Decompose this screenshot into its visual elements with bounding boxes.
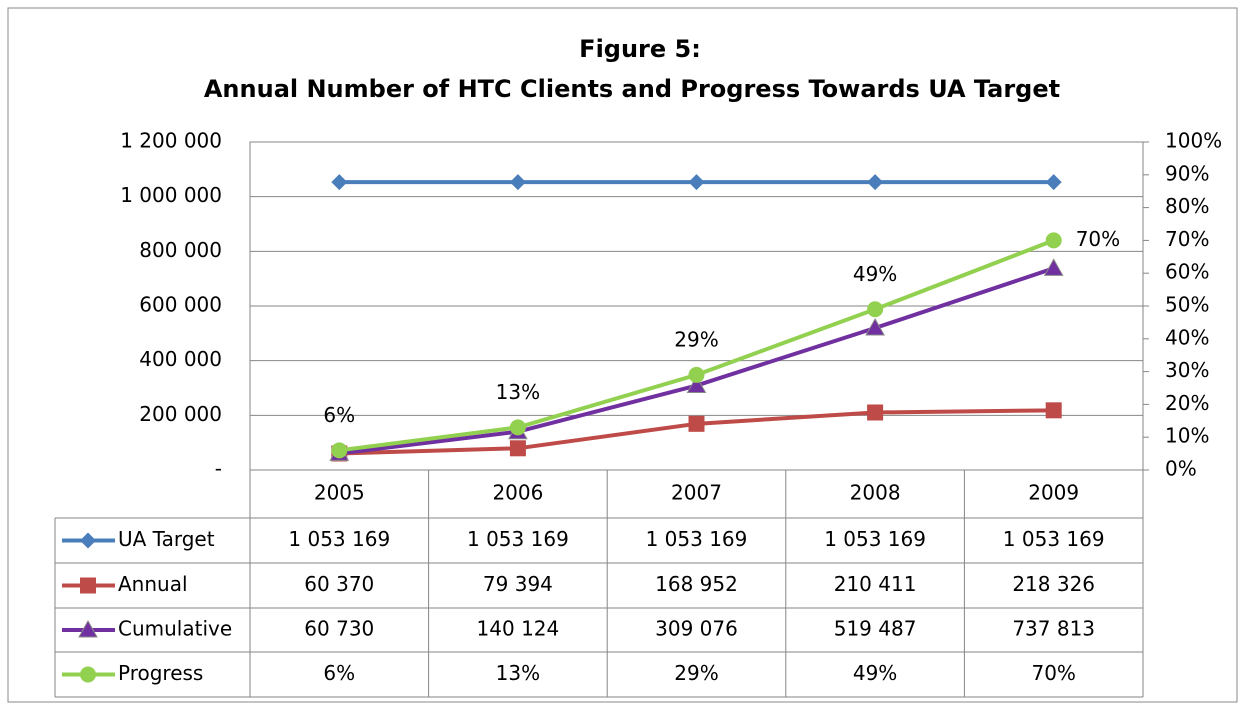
x-tick-label: 2009 [1028, 481, 1079, 505]
point [1045, 232, 1062, 249]
y-tick-label: 800 000 [139, 238, 222, 262]
y-tick-label: - [215, 457, 222, 481]
point [331, 174, 348, 191]
point [688, 366, 705, 383]
point [1045, 174, 1062, 191]
table-cell: 168 952 [655, 572, 738, 596]
table-cell: 60 370 [304, 572, 374, 596]
x-tick-label: 2007 [671, 481, 722, 505]
point [509, 440, 526, 457]
table-cell: 309 076 [655, 617, 738, 641]
y-tick-label: 1 200 000 [120, 129, 222, 153]
table-cell: 1 053 169 [467, 527, 569, 551]
y2-tick-label: 10% [1165, 424, 1209, 448]
y-tick-label: 400 000 [139, 347, 222, 371]
table-cell: 737 813 [1012, 617, 1095, 641]
y-tick-label: 600 000 [139, 293, 222, 317]
y-tick-label: 200 000 [139, 402, 222, 426]
y2-tick-label: 80% [1165, 194, 1209, 218]
table-cell: 13% [496, 661, 540, 685]
table-cell: 210 411 [834, 572, 917, 596]
point [686, 375, 707, 394]
table-cell: 29% [674, 661, 718, 685]
legend-label: Annual [118, 572, 188, 596]
legend-marker [80, 577, 96, 594]
point [509, 419, 526, 436]
x-tick-label: 2006 [492, 481, 543, 505]
table-cell: 1 053 169 [824, 527, 926, 551]
y2-tick-label: 0% [1165, 457, 1197, 481]
y2-tick-label: 100% [1165, 129, 1222, 153]
legend-marker [80, 666, 96, 683]
y2-tick-label: 50% [1165, 293, 1209, 317]
table-cell: 218 326 [1012, 572, 1095, 596]
chart-frame [7, 7, 1238, 703]
legend-marker [80, 532, 96, 549]
table-cell: 70% [1031, 661, 1075, 685]
point [867, 174, 884, 191]
legend-label: Cumulative [118, 617, 232, 641]
chart-title: Figure 5: [579, 35, 701, 63]
table-cell: 1 053 169 [288, 527, 390, 551]
point [688, 415, 705, 432]
legend-label: Progress [118, 661, 203, 685]
point [867, 301, 884, 318]
y2-tick-label: 60% [1165, 260, 1209, 284]
legend-label: UA Target [118, 527, 215, 551]
y2-tick-label: 40% [1165, 325, 1209, 349]
y-tick-label: 1 000 000 [120, 183, 222, 207]
point [865, 317, 885, 336]
point [1043, 258, 1064, 276]
y2-tick-label: 30% [1165, 358, 1209, 382]
x-tick-label: 2008 [850, 481, 901, 505]
table-cell: 49% [853, 661, 897, 685]
legend-marker [78, 619, 98, 638]
table-cell: 60 730 [304, 617, 374, 641]
x-tick-label: 2005 [314, 481, 365, 505]
data-label: 13% [496, 380, 540, 404]
point [509, 174, 526, 191]
chart-subtitle: Annual Number of HTC Clients and Progres… [204, 75, 1060, 103]
table-cell: 6% [323, 661, 355, 685]
data-label: 6% [323, 403, 355, 427]
table-cell: 1 053 169 [1003, 527, 1105, 551]
data-label: 29% [674, 327, 718, 351]
table-cell: 140 124 [477, 617, 560, 641]
y2-tick-label: 20% [1165, 391, 1209, 415]
table-cell: 79 394 [483, 572, 553, 596]
y2-tick-label: 70% [1165, 227, 1209, 251]
table-cell: 519 487 [834, 617, 917, 641]
y2-tick-label: 90% [1165, 161, 1209, 185]
point [1045, 402, 1062, 419]
point [688, 174, 705, 191]
point [867, 404, 884, 421]
data-label: 49% [853, 262, 897, 286]
table-cell: 1 053 169 [646, 527, 748, 551]
data-label: 70% [1076, 227, 1120, 251]
point [331, 442, 348, 459]
